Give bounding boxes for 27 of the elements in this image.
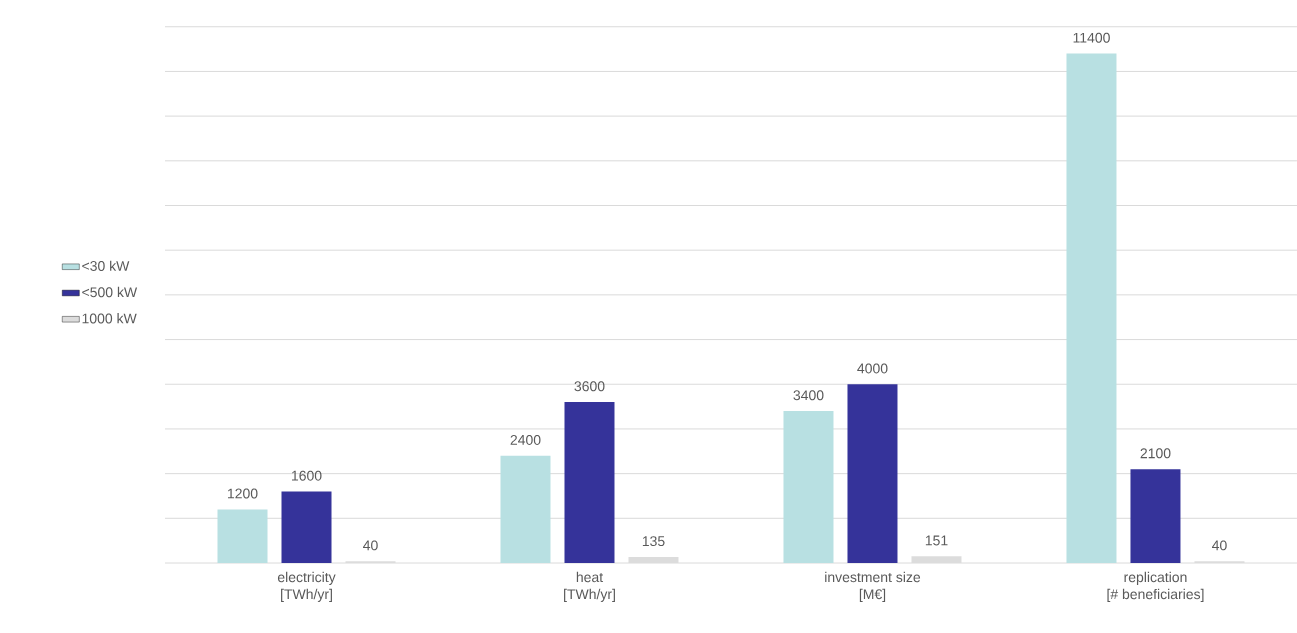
data-label: 40 bbox=[1212, 540, 1227, 551]
bar bbox=[217, 509, 268, 563]
data-label: 135 bbox=[642, 536, 665, 547]
bar bbox=[1066, 53, 1117, 563]
data-label: 4000 bbox=[857, 363, 888, 374]
data-label: 3400 bbox=[793, 390, 824, 401]
x-tick-label: electricity [TWh/yr] bbox=[277, 571, 336, 602]
bar bbox=[500, 455, 551, 563]
data-label: 1200 bbox=[228, 488, 258, 499]
data-label: 3600 bbox=[574, 381, 605, 392]
data-label: 151 bbox=[925, 535, 948, 546]
x-tick-label: replication [# beneficiaries] bbox=[1107, 571, 1204, 602]
legend-label: <500 kW bbox=[82, 286, 138, 298]
x-tick-label: heat [TWh/yr] bbox=[564, 571, 615, 602]
x-tick-label: investment size [M€] bbox=[825, 571, 921, 602]
data-label: 11400 bbox=[1073, 32, 1110, 43]
data-label: 2400 bbox=[510, 434, 541, 445]
legend-label: <30 kW bbox=[82, 260, 130, 271]
legend-label: 1000 kW bbox=[82, 313, 137, 324]
bar bbox=[564, 402, 615, 563]
data-label: 1600 bbox=[292, 470, 322, 481]
data-label: 40 bbox=[363, 540, 378, 551]
bar bbox=[281, 491, 332, 563]
bar bbox=[847, 384, 898, 563]
data-label: 2100 bbox=[1140, 448, 1171, 459]
bar bbox=[1130, 469, 1181, 563]
bar bbox=[783, 411, 834, 563]
